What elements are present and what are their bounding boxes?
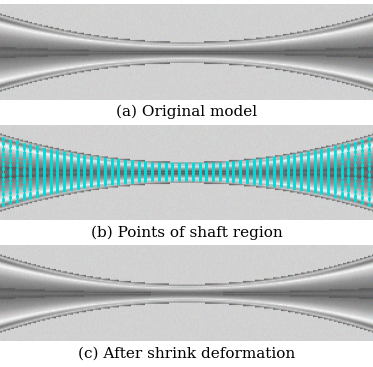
Text: (b) Points of shaft region: (b) Points of shaft region	[91, 226, 282, 240]
Text: (a) Original model: (a) Original model	[116, 105, 257, 119]
Text: (c) After shrink deformation: (c) After shrink deformation	[78, 347, 295, 361]
